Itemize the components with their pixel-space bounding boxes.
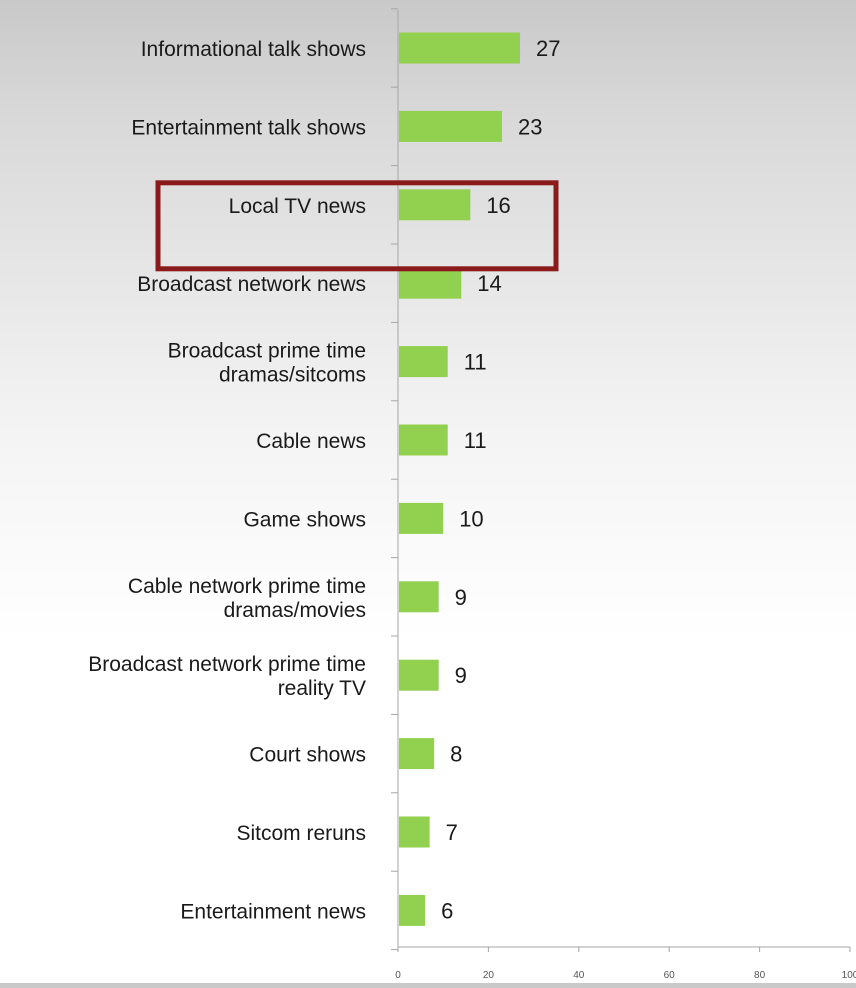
bar: [399, 502, 444, 534]
category-label: Cable news: [256, 430, 366, 453]
highlight-box: [155, 180, 559, 272]
category-label: Cable network prime time: [128, 575, 366, 598]
bar: [399, 32, 521, 64]
category-label: Sitcom reruns: [236, 822, 366, 845]
data-label: 7: [446, 820, 458, 845]
data-label: 16: [486, 193, 510, 218]
bar: [399, 424, 448, 456]
category-label: Broadcast prime time: [168, 340, 366, 363]
category-label: Entertainment news: [180, 900, 366, 923]
category-label: Informational talk shows: [141, 38, 366, 61]
x-tick-label: 100: [842, 970, 856, 981]
x-tick-label: 40: [573, 970, 585, 981]
category-label: Local TV news: [229, 195, 366, 218]
data-label: 27: [536, 36, 560, 61]
category-label: dramas/movies: [224, 599, 366, 622]
category-label: reality TV: [278, 677, 366, 700]
bar: [399, 267, 462, 299]
bar: [399, 738, 435, 770]
x-tick-label: 0: [395, 970, 401, 981]
category-label: Court shows: [249, 744, 366, 767]
x-tick-label: 80: [754, 970, 766, 981]
data-label: 6: [441, 898, 453, 923]
bar: [399, 346, 448, 378]
category-label: Entertainment talk shows: [131, 116, 366, 139]
data-label: 11: [464, 350, 487, 375]
data-label: 9: [455, 585, 467, 610]
category-label: Game shows: [243, 508, 366, 531]
bar: [399, 659, 439, 691]
category-label: Broadcast network news: [137, 273, 366, 296]
bar: [399, 110, 502, 142]
data-label: 14: [477, 271, 501, 296]
data-label: 23: [518, 114, 542, 139]
x-tick-label: 20: [483, 970, 495, 981]
data-label: 11: [464, 428, 487, 453]
data-label: 10: [459, 506, 483, 531]
data-label: 8: [450, 742, 462, 767]
bar: [399, 816, 430, 848]
bar: [399, 189, 471, 221]
category-label: Broadcast network prime time: [88, 653, 366, 676]
category-label: dramas/sitcoms: [219, 364, 366, 387]
data-label: 9: [455, 663, 467, 688]
x-tick-label: 60: [664, 970, 676, 981]
bar: [399, 894, 426, 926]
bar: [399, 581, 439, 613]
